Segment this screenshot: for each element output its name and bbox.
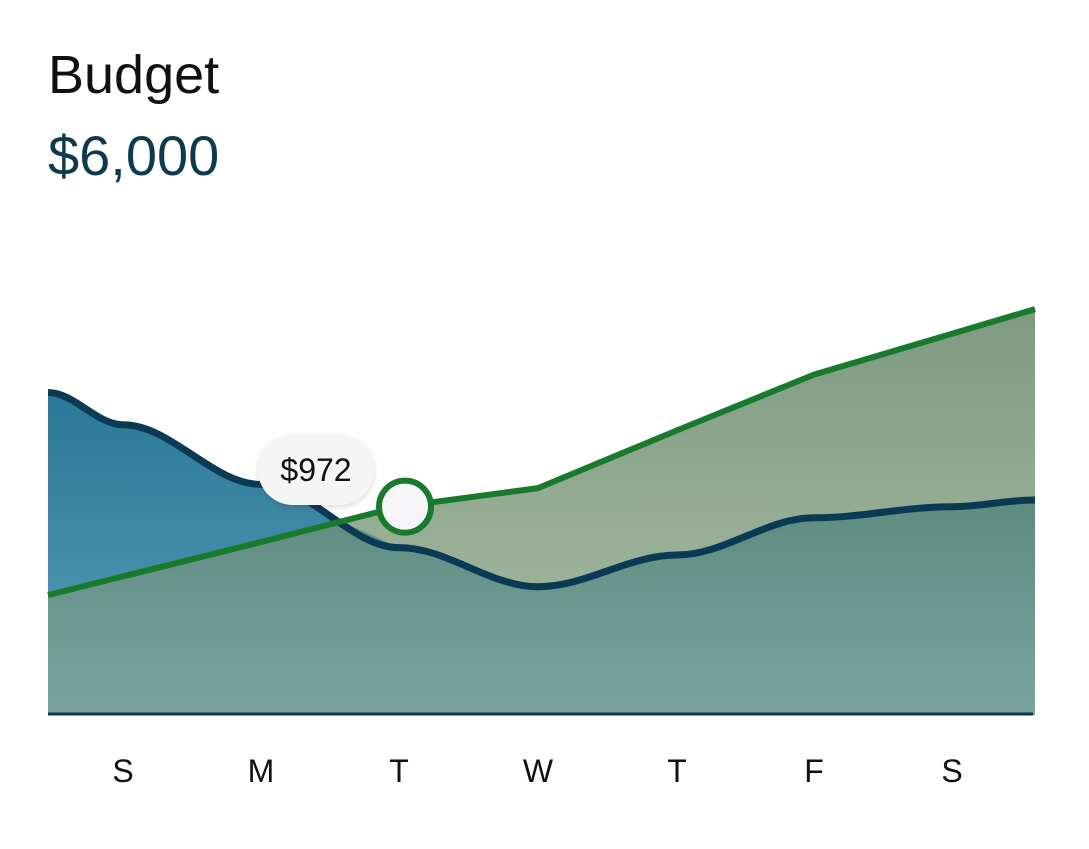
x-tick-label: T [667,753,687,789]
x-tick-label: M [248,753,275,789]
value-tooltip: $972 [258,435,374,505]
x-tick-label: W [523,753,554,789]
overlap-area [48,500,1035,715]
page-title: Budget [48,45,220,105]
budget-amount: $6,000 [48,124,220,187]
x-tick-label: F [804,753,824,789]
x-tick-label: S [941,753,962,789]
tooltip-value: $972 [280,452,351,488]
x-tick-label: S [112,753,133,789]
x-tick-label: T [389,753,409,789]
blue-series-line [47,389,1036,591]
selected-point-marker[interactable] [376,477,434,536]
green-series-line [47,306,1036,599]
